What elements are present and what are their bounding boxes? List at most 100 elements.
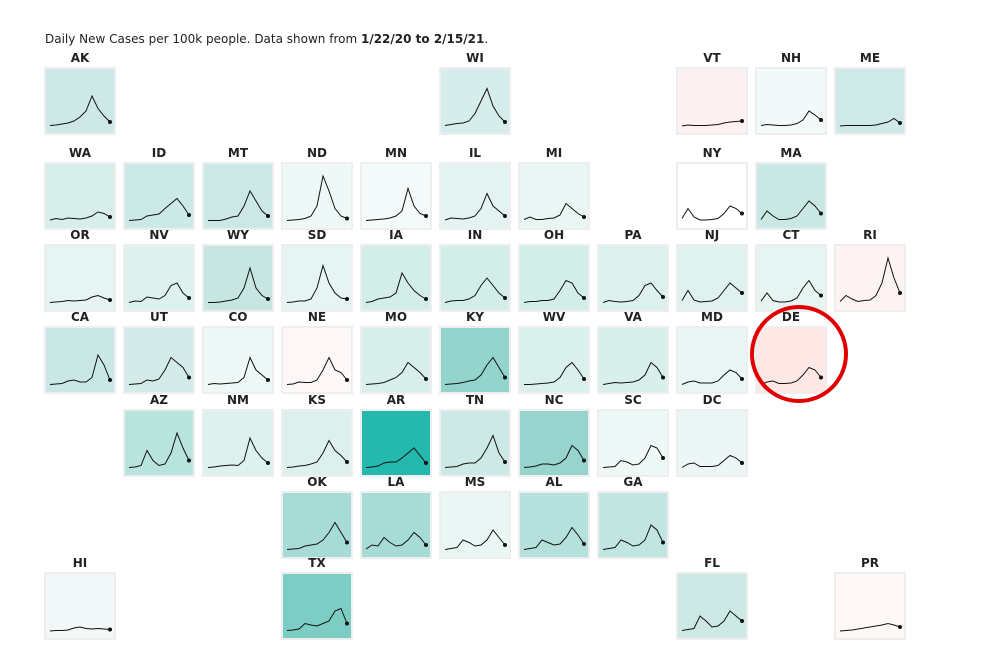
state-label: AR	[387, 393, 406, 407]
state-label: SC	[624, 393, 642, 407]
state-tile	[834, 67, 906, 135]
state-label: MA	[780, 146, 802, 160]
end-dot	[740, 211, 744, 216]
end-dot	[582, 542, 586, 546]
state-label: VA	[624, 310, 642, 324]
state-tile	[518, 491, 590, 559]
sparkline	[444, 192, 506, 221]
state-label: IL	[469, 146, 481, 160]
end-dot	[108, 627, 112, 632]
sparkline	[365, 531, 427, 550]
sparkline	[839, 117, 901, 127]
state-tile	[518, 409, 590, 477]
end-dot	[345, 297, 349, 301]
sparkline	[681, 120, 743, 127]
sparkline	[444, 434, 506, 468]
state-label: IN	[468, 228, 483, 242]
state-label: OR	[70, 228, 89, 242]
sparkline	[602, 444, 664, 468]
end-dot	[424, 297, 428, 301]
end-dot	[424, 214, 428, 218]
state-tile	[202, 162, 274, 230]
state-tile	[755, 162, 827, 230]
state-label: WA	[69, 146, 92, 160]
state-label: OK	[307, 475, 327, 489]
end-dot	[582, 296, 586, 300]
state-tile	[518, 326, 590, 394]
state-label: NY	[703, 146, 722, 160]
state-label: MN	[385, 146, 407, 160]
state-label: MS	[465, 475, 486, 489]
state-tile	[44, 572, 116, 640]
sparkline	[49, 353, 111, 385]
state-tile	[202, 409, 274, 477]
state-tile	[360, 409, 432, 477]
sparkline	[128, 431, 190, 468]
end-dot	[503, 296, 507, 300]
state-tile	[755, 244, 827, 312]
state-label: SD	[308, 228, 327, 242]
state-label: WI	[466, 51, 484, 65]
state-label: MT	[228, 146, 249, 160]
state-tile	[439, 244, 511, 312]
state-tile	[676, 409, 748, 477]
sparkline	[760, 110, 822, 126]
sparkline	[207, 356, 269, 385]
sparkline	[839, 256, 901, 303]
title-dates: 1/22/20 to 2/15/21	[361, 32, 484, 46]
end-dot	[266, 378, 270, 382]
state-label: NV	[149, 228, 169, 242]
state-label: HI	[73, 556, 88, 570]
sparkline	[760, 279, 822, 303]
state-tile	[676, 244, 748, 312]
sparkline	[286, 174, 348, 221]
state-label: FL	[704, 556, 720, 570]
state-label: MD	[701, 310, 723, 324]
highlight-circle	[750, 305, 848, 403]
state-tile	[439, 67, 511, 135]
sparkline	[681, 454, 743, 468]
end-dot	[582, 377, 586, 381]
state-label: WY	[227, 228, 249, 242]
sparkline	[286, 521, 348, 550]
state-label: CT	[783, 228, 801, 242]
state-label: ND	[307, 146, 327, 160]
state-tile	[44, 326, 116, 394]
sparkline	[444, 277, 506, 303]
state-label: TX	[308, 556, 326, 570]
sparkline	[49, 294, 111, 303]
state-tile	[281, 491, 353, 559]
end-dot	[661, 456, 665, 460]
sparkline	[839, 622, 901, 632]
state-label: NC	[545, 393, 564, 407]
state-label: ME	[860, 51, 880, 65]
state-tile	[676, 162, 748, 230]
end-dot	[661, 375, 665, 380]
end-dot	[345, 378, 349, 382]
end-dot	[740, 119, 744, 123]
state-tile	[123, 409, 195, 477]
state-tile	[360, 491, 432, 559]
end-dot	[266, 461, 270, 465]
state-label: NE	[308, 310, 326, 324]
state-tile	[44, 67, 116, 135]
end-dot	[819, 211, 823, 216]
state-tile	[44, 244, 116, 312]
end-dot	[582, 458, 586, 463]
sparkline	[760, 366, 822, 385]
title-text: Daily New Cases per 100k people. Data sh…	[45, 32, 361, 46]
state-label: PR	[861, 556, 879, 570]
state-tile	[360, 244, 432, 312]
end-dot	[740, 461, 744, 465]
sparkline	[523, 202, 585, 220]
state-tile	[597, 409, 669, 477]
state-label: GA	[623, 475, 643, 489]
sparkline	[49, 211, 111, 221]
state-tile	[439, 326, 511, 394]
sparkline	[681, 282, 743, 303]
end-dot	[503, 120, 507, 124]
sparkline	[365, 271, 427, 303]
end-dot	[819, 118, 823, 122]
state-tile	[755, 67, 827, 135]
